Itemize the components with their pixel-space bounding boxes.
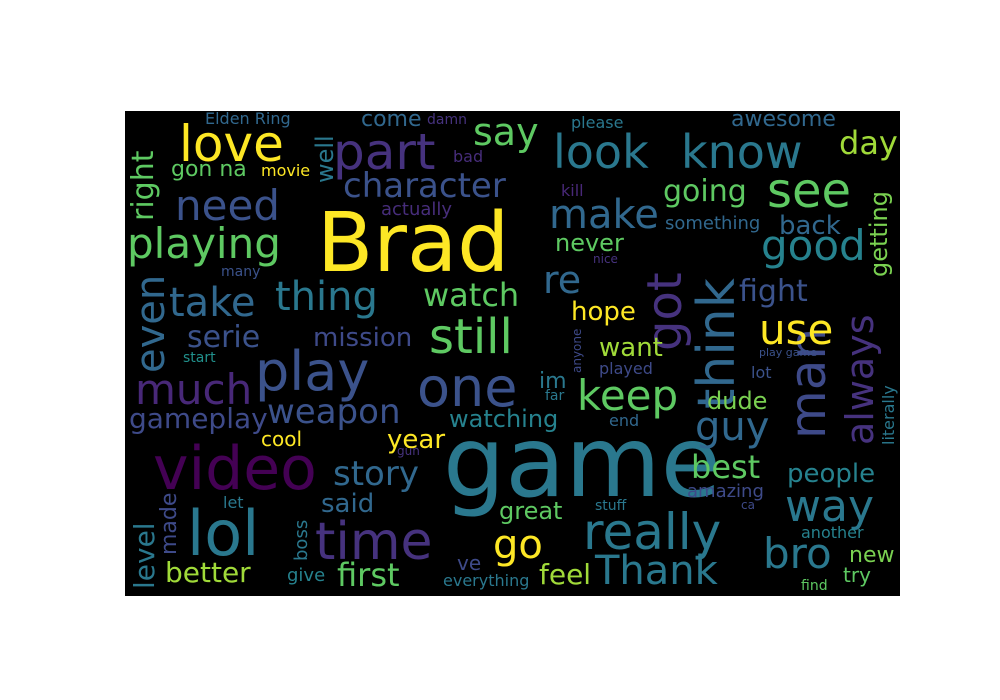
word-amazing: amazing (687, 481, 764, 502)
word-end: end (609, 411, 640, 430)
word-back: back (779, 211, 841, 241)
word-never: never (555, 229, 624, 257)
word-know: know (681, 125, 803, 179)
word-better: better (165, 556, 251, 589)
word-good: good (761, 221, 866, 270)
word-serie: serie (187, 320, 261, 355)
word-bad: bad (453, 147, 484, 166)
word-great: great (499, 497, 563, 525)
word-play: play (255, 340, 370, 403)
word-dude: dude (707, 387, 768, 415)
word-hope: hope (571, 297, 636, 327)
word-lol: lol (187, 497, 260, 570)
word-need: need (175, 181, 280, 230)
word-ve: ve (457, 551, 482, 575)
word-say: say (473, 111, 539, 154)
word-love: love (179, 115, 284, 173)
word-something: something (665, 213, 761, 234)
word-made: made (157, 492, 182, 555)
word-new: new (849, 543, 895, 568)
word-first: first (337, 556, 400, 594)
word-part: part (333, 123, 436, 181)
word-play-game: play game (759, 346, 817, 359)
word-use: use (759, 305, 834, 354)
word-damn: damn (427, 112, 467, 128)
word-nice: nice (593, 252, 618, 266)
word-said: said (321, 489, 375, 519)
word-ca: ca (741, 498, 755, 512)
word-give: give (287, 565, 326, 586)
word-come: come (361, 111, 422, 132)
word-watch: watch (423, 276, 520, 314)
word-thank: Thank (595, 548, 718, 594)
word-please: please (571, 113, 624, 132)
word-going: going (663, 174, 747, 209)
word-guy: guy (695, 404, 770, 450)
word-everything: everything (443, 571, 530, 590)
word-actually: actually (381, 199, 453, 220)
word-re: re (543, 258, 582, 302)
word-people: people (787, 459, 876, 489)
word-movie: movie (261, 161, 311, 180)
word-anyone: anyone (570, 328, 584, 373)
word-gon-na: gon na (171, 157, 247, 182)
word-lot: lot (751, 363, 772, 382)
word-want: want (599, 333, 663, 363)
word-far: far (545, 388, 565, 404)
word-still: still (429, 309, 513, 365)
word-really: really (583, 503, 722, 561)
word-gun: gun (397, 444, 420, 458)
word-much: much (135, 365, 253, 414)
word-go: go (493, 522, 543, 568)
word-fight: fight (739, 274, 808, 309)
word-watching: watching (449, 405, 559, 433)
word-cool: cool (261, 427, 303, 451)
word-played: played (599, 359, 653, 378)
word-always: always (838, 314, 882, 446)
word-bro: bro (763, 529, 832, 578)
word-awesome: awesome (731, 111, 836, 132)
word-one: one (417, 356, 518, 419)
word-playing: playing (127, 219, 281, 268)
word-time: time (315, 512, 433, 572)
word-character: character (343, 166, 506, 206)
word-brad: Brad (317, 196, 510, 291)
word-right: right (126, 150, 161, 222)
word-kill: kill (561, 181, 584, 200)
word-way: way (785, 481, 874, 532)
word-game: game (443, 406, 722, 520)
word-make: make (549, 192, 659, 238)
word-keep: keep (577, 371, 679, 420)
word-let: let (223, 493, 244, 512)
word-year: year (387, 425, 446, 455)
word-gameplay: gameplay (129, 402, 268, 435)
word-story: story (333, 454, 419, 494)
word-getting: getting (865, 191, 893, 277)
word-best: best (691, 448, 761, 486)
word-find: find (801, 578, 828, 594)
word-look: look (553, 125, 649, 179)
word-try: try (843, 563, 871, 587)
word-another: another (801, 523, 864, 542)
word-see: see (767, 163, 852, 219)
word-weapon: weapon (267, 392, 401, 432)
word-even: even (128, 274, 174, 373)
word-mission: mission (313, 323, 413, 353)
word-thing: thing (275, 274, 378, 320)
word-take: take (169, 280, 256, 326)
word-boss: boss (291, 519, 312, 561)
word-start: start (183, 350, 216, 366)
word-elden-ring: Elden Ring (205, 111, 291, 128)
word-many: many (221, 264, 261, 280)
word-stuff: stuff (595, 498, 627, 514)
word-literally: literally (879, 385, 898, 445)
word-well: well (311, 135, 339, 183)
word-video: video (153, 434, 317, 504)
word-day: day (839, 124, 898, 162)
word-cloud-canvas: game Brad video lol one play know look l… (125, 111, 900, 596)
word-level: level (128, 522, 161, 589)
word-im: im (539, 369, 567, 394)
word-feel: feel (539, 558, 592, 591)
